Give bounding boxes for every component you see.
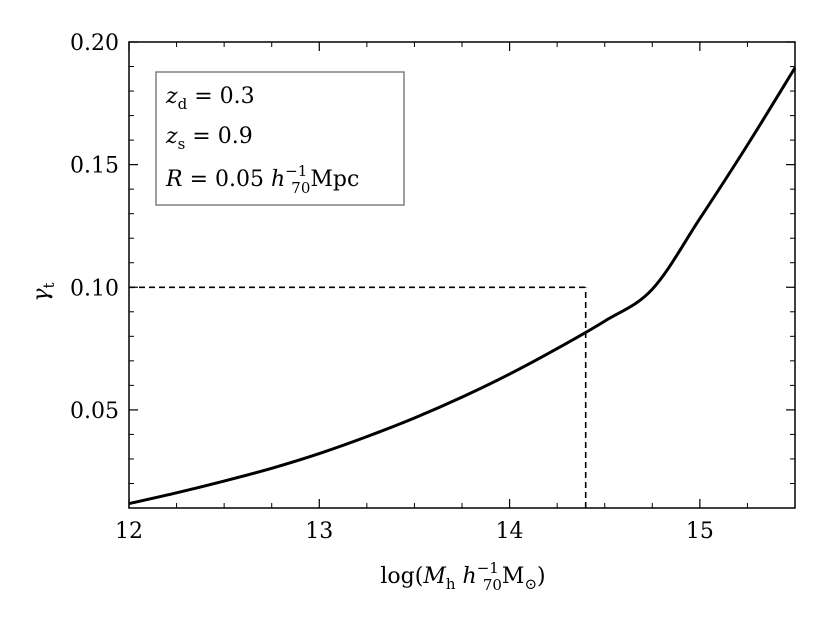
tick-labels: 12 13 14 15 0.05 0.10 0.15 0.20 — [70, 31, 714, 544]
annotation-radius: R = 0.05 h−1 70Mpc — [165, 162, 359, 197]
y-tick-label: 0.15 — [70, 154, 119, 179]
annotation-zd: zd = 0.3 — [165, 84, 255, 113]
reference-lines — [129, 286, 587, 508]
x-tick-label: 14 — [496, 519, 524, 544]
y-tick-label: 0.20 — [70, 31, 119, 56]
annotation-zs: zs = 0.9 — [165, 124, 253, 153]
tick-marks — [128, 41, 796, 508]
x-tick-label: 15 — [686, 519, 714, 544]
x-tick-label: 12 — [115, 519, 143, 544]
x-tick-label: 13 — [305, 519, 333, 544]
y-tick-label: 0.10 — [70, 276, 119, 301]
annotation-frame — [155, 71, 405, 206]
x-axis-label: log(Mh h−1 70M⊙) — [380, 559, 545, 594]
y-tick-label: 0.05 — [70, 399, 119, 424]
gamma-curve — [128, 66, 797, 506]
annotation-box: zd = 0.3 zs = 0.9 R = 0.05 h−1 70Mpc — [155, 71, 405, 206]
y-axis-label: γt — [29, 282, 58, 301]
